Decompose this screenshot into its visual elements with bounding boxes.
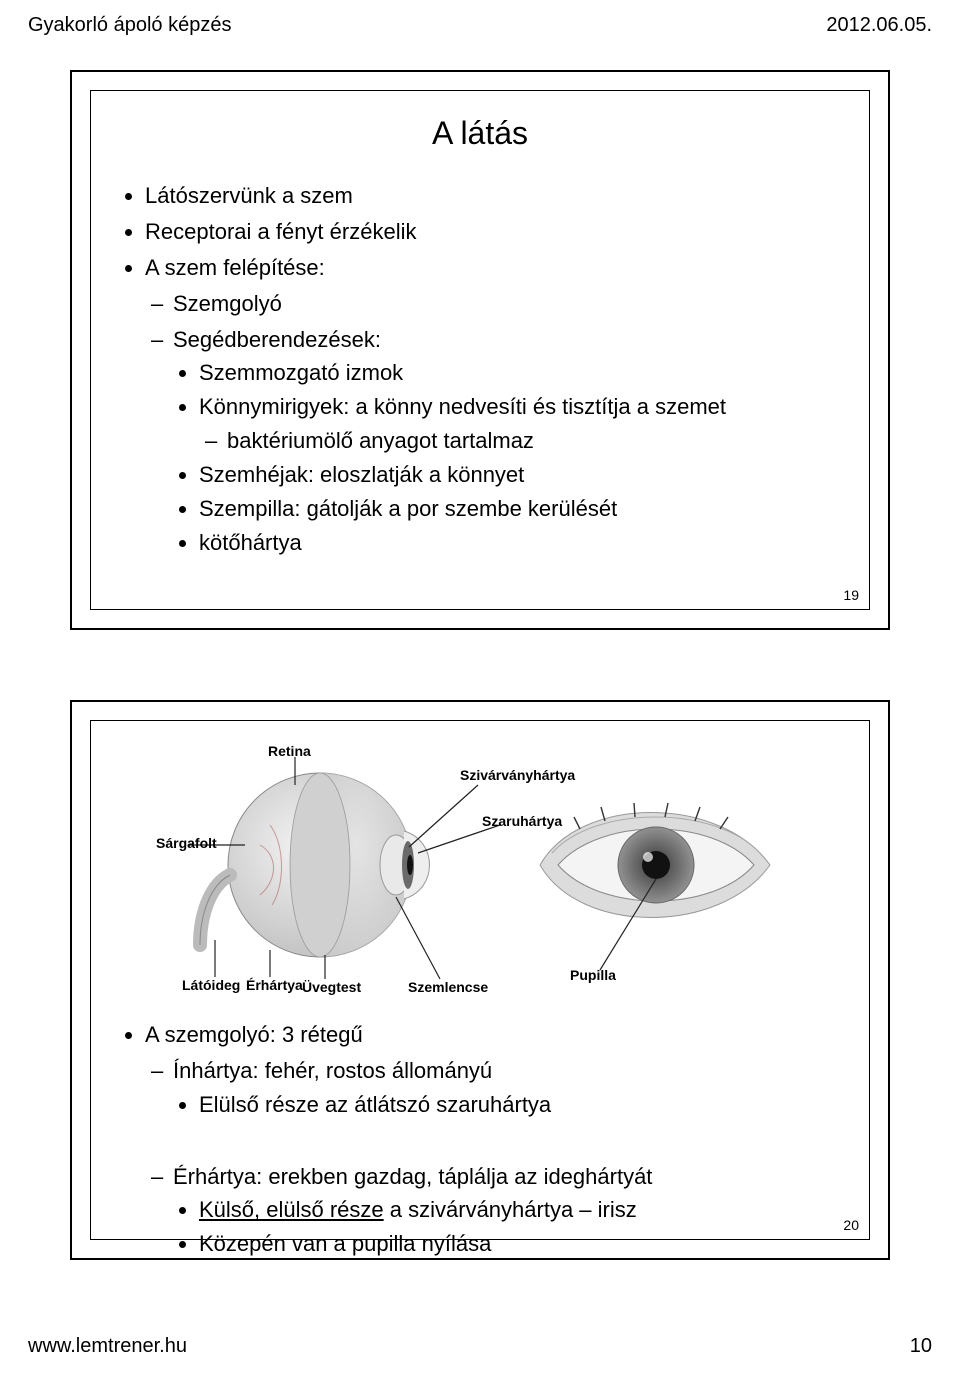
label-szemlencse: Szemlencse bbox=[408, 979, 488, 995]
list-item-label: A szemgolyó: 3 rétegű bbox=[145, 1022, 363, 1047]
list-item: Segédberendezések: Szemmozgató izmok Kön… bbox=[173, 324, 841, 559]
slide-2: Retina Sárgafolt Szivárványhártya Szaruh… bbox=[70, 700, 890, 1260]
list-item-label: Segédberendezések: bbox=[173, 327, 381, 352]
list-item: Érhártya: erekben gazdag, táplálja az id… bbox=[173, 1161, 841, 1261]
label-retina: Retina bbox=[268, 743, 311, 759]
slide2-number: 20 bbox=[843, 1217, 859, 1233]
header-right: 2012.06.05. bbox=[826, 14, 932, 37]
list-item: Receptorai a fényt érzékelik bbox=[145, 216, 841, 248]
list-item: Szemgolyó bbox=[173, 288, 841, 320]
list-item-label: A szem felépítése: bbox=[145, 255, 325, 280]
list-item: Elülső része az átlátszó szaruhártya bbox=[199, 1089, 841, 1121]
slide1-title: A látás bbox=[119, 115, 841, 152]
slide2-list: A szemgolyó: 3 rétegű Ínhártya: fehér, r… bbox=[119, 1019, 841, 1260]
label-szaruhartya: Szaruhártya bbox=[482, 813, 562, 829]
footer-left: www.lemtrener.hu bbox=[28, 1335, 187, 1358]
label-sargafolt: Sárgafolt bbox=[156, 835, 217, 851]
list-item-label: Könnymirigyek: a könny nedvesíti és tisz… bbox=[199, 394, 726, 419]
label-uvegtest: Üvegtest bbox=[302, 979, 361, 995]
label-szivarvanyhartya: Szivárványhártya bbox=[460, 767, 575, 783]
footer-right: 10 bbox=[910, 1335, 932, 1358]
list-item: Külső, elülső része a szivárványhártya –… bbox=[199, 1194, 841, 1226]
underlined-text: Külső, elülső része bbox=[199, 1197, 384, 1222]
list-item: Ínhártya: fehér, rostos állományú Elülső… bbox=[173, 1055, 841, 1121]
slide1-list: Látószervünk a szem Receptorai a fényt é… bbox=[119, 180, 841, 559]
list-item: A szem felépítése: Szemgolyó Segédberend… bbox=[145, 252, 841, 559]
list-item: Könnymirigyek: a könny nedvesíti és tisz… bbox=[199, 391, 841, 457]
list-item-label: Ínhártya: fehér, rostos állományú bbox=[173, 1058, 492, 1083]
list-item-label: Érhártya: erekben gazdag, táplálja az id… bbox=[173, 1164, 652, 1189]
label-latoideg: Látóideg bbox=[182, 977, 240, 993]
list-item: Látószervünk a szem bbox=[145, 180, 841, 212]
list-item: Közepén van a pupilla nyílása bbox=[199, 1228, 841, 1260]
header-left: Gyakorló ápoló képzés bbox=[28, 14, 231, 37]
label-erhartya: Érhártya bbox=[246, 977, 303, 993]
list-item: kötőhártya bbox=[199, 527, 841, 559]
slide-1: A látás Látószervünk a szem Receptorai a… bbox=[70, 70, 890, 630]
eye-diagram: Retina Sárgafolt Szivárványhártya Szaruh… bbox=[160, 745, 800, 1005]
text: a szivárványhártya – irisz bbox=[384, 1197, 637, 1222]
list-item: baktériumölő anyagot tartalmaz bbox=[227, 425, 841, 457]
list-item: Szemhéjak: eloszlatják a könnyet bbox=[199, 459, 841, 491]
list-item: Szemmozgató izmok bbox=[199, 357, 841, 389]
label-pupilla: Pupilla bbox=[570, 967, 616, 983]
slide1-number: 19 bbox=[843, 587, 859, 603]
list-item: A szemgolyó: 3 rétegű Ínhártya: fehér, r… bbox=[145, 1019, 841, 1260]
list-item: Szempilla: gátolják a por szembe kerülés… bbox=[199, 493, 841, 525]
